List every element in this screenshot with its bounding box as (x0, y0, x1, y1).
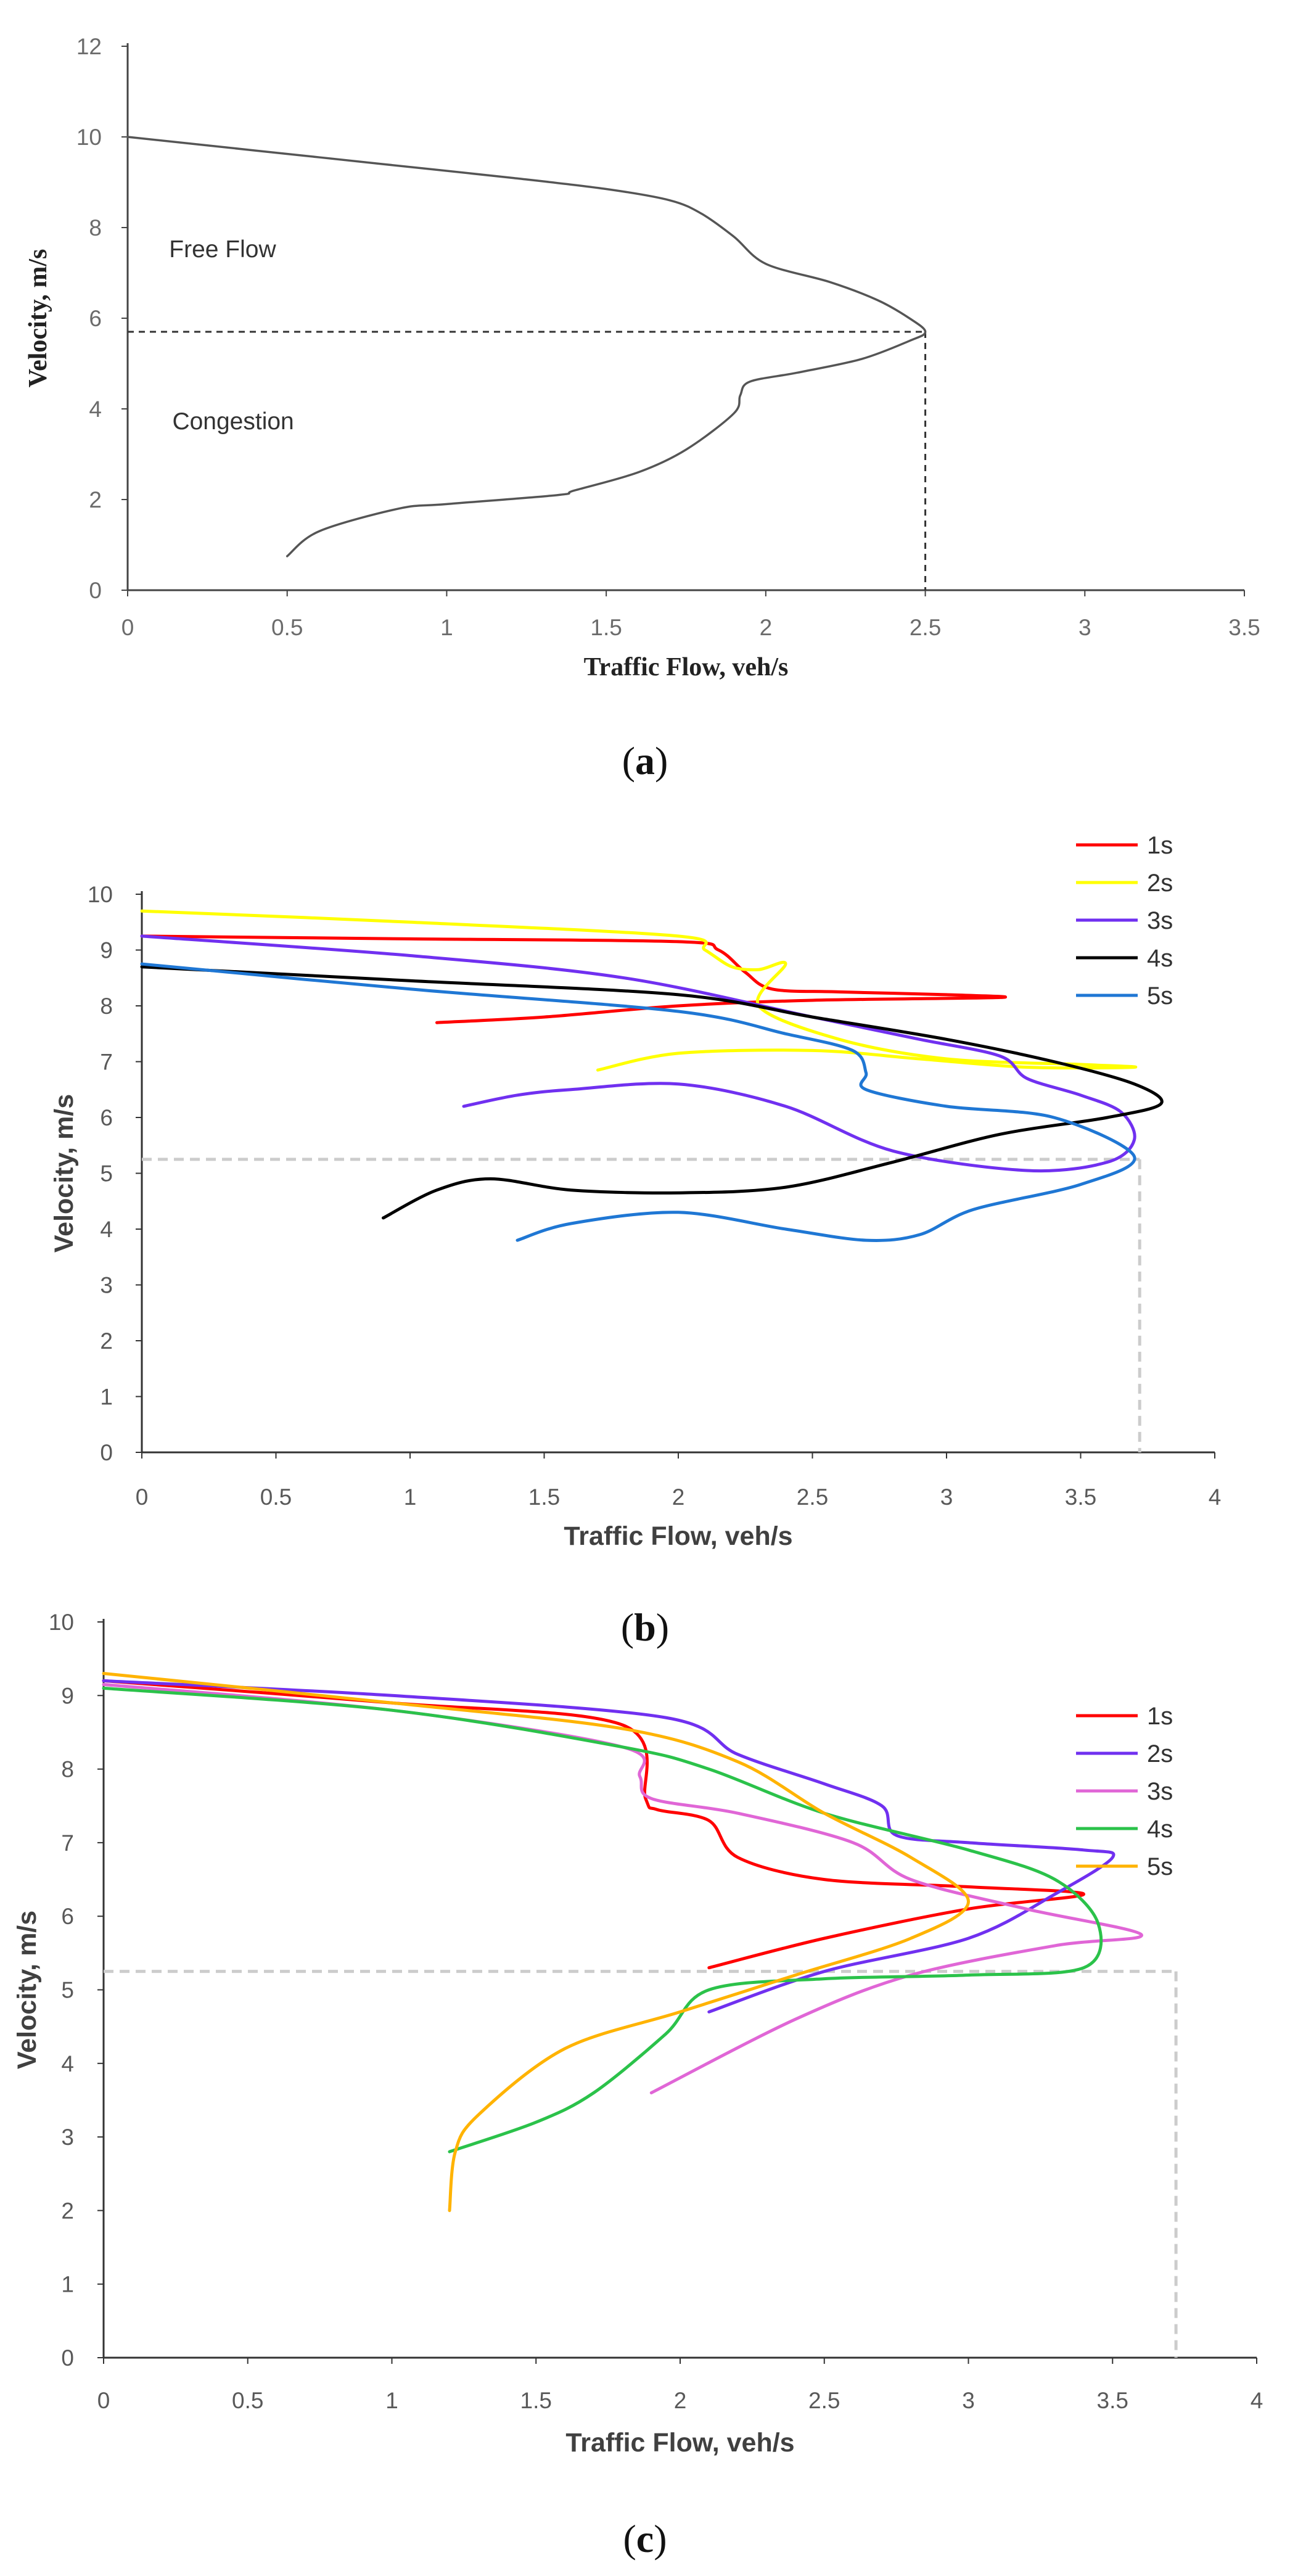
y-tick-label: 6 (100, 1105, 113, 1130)
chart-panel-b: 0 0.5 1 1.5 2 2.5 3 3.5 4 0 1 2 3 4 5 6 7 8 9 10 Traffic Flo… (49, 832, 1221, 1649)
legend-label: 3s (1147, 1778, 1173, 1805)
x-tick-label: 3 (962, 2388, 975, 2413)
y-tick-label: 8 (61, 1757, 74, 1782)
x-tick-label: 2 (760, 615, 773, 640)
x-axis-title: Traffic Flow, veh/s (584, 653, 789, 681)
y-axis-title: Velocity, m/s (24, 249, 52, 388)
x-tick-label: 2 (672, 1484, 685, 1510)
y-tick-label: 12 (76, 34, 102, 59)
series-line-2s (102, 1679, 1115, 2014)
chart-panel-c: 0 0.5 1 1.5 2 2.5 3 3.5 4 0 1 2 3 4 5 6 7 8 9 10 Traffic Flo… (12, 1610, 1263, 2561)
x-tick-label: 1.5 (520, 2388, 552, 2413)
x-tick-label: 1 (385, 2388, 398, 2413)
x-tick-label: 4 (1251, 2388, 1263, 2413)
y-tick-label: 7 (61, 1830, 74, 1856)
x-tick-label: 3.5 (1097, 2388, 1128, 2413)
x-tick-label: 0 (97, 2388, 110, 2413)
y-tick-label: 2 (100, 1328, 113, 1354)
panel-caption: (a) (622, 739, 668, 783)
annotation-text: Free Flow (169, 236, 276, 263)
y-tick-label: 6 (89, 306, 102, 331)
x-tick-label: 0 (121, 615, 134, 640)
series-line-1s (140, 934, 1007, 1024)
series-line-3s (140, 934, 1136, 1173)
y-tick-label: 1 (61, 2272, 74, 2297)
x-tick-label: 4 (1209, 1484, 1222, 1510)
y-tick-label: 5 (61, 1978, 74, 2003)
legend-label: 4s (1147, 945, 1173, 972)
legend-label: 1s (1147, 832, 1173, 859)
caption-close-paren: ) (654, 2517, 667, 2561)
y-axis-title: Velocity, m/s (49, 1094, 79, 1253)
series-line-curve (126, 136, 927, 558)
x-tick-label: 2.5 (808, 2388, 840, 2413)
series-line-5s (102, 1672, 970, 2212)
legend-label: 5s (1147, 1853, 1173, 1880)
annotation-text: Congestion (172, 408, 294, 435)
y-tick-label: 3 (61, 2125, 74, 2150)
caption-close-paren: ) (656, 1605, 669, 1649)
caption-open-paren: ( (623, 2517, 636, 2561)
x-tick-label: 0.5 (271, 615, 303, 640)
legend-label: 1s (1147, 1703, 1173, 1730)
y-tick-label: 10 (88, 882, 113, 907)
y-tick-label: 6 (61, 1904, 74, 1929)
y-tick-label: 4 (89, 397, 102, 422)
panel-caption: (c) (623, 2517, 667, 2561)
x-tick-label: 2.5 (797, 1484, 828, 1510)
y-tick-label: 5 (100, 1161, 113, 1187)
legend-label: 3s (1147, 907, 1173, 934)
caption-letter: b (634, 1605, 656, 1649)
x-tick-label: 0.5 (260, 1484, 292, 1510)
y-tick-label: 2 (61, 2198, 74, 2223)
caption-letter: c (636, 2517, 654, 2561)
y-tick-label: 3 (100, 1273, 113, 1298)
y-tick-label: 2 (89, 487, 102, 512)
x-tick-label: 3 (1078, 615, 1091, 640)
series-line-5s (140, 962, 1136, 1242)
legend-label: 2s (1147, 870, 1173, 897)
y-tick-label: 0 (89, 578, 102, 603)
chart-panel-a: 0 0.5 1 1.5 2 2.5 3 3.5 0 2 4 6 8 10 12 Traffic Flow, v… (24, 34, 1260, 783)
y-tick-label: 8 (100, 994, 113, 1019)
x-tick-label: 3.5 (1228, 615, 1260, 640)
y-tick-label: 1 (100, 1385, 113, 1410)
y-tick-label: 8 (89, 215, 102, 241)
y-tick-label: 4 (61, 2051, 74, 2076)
x-tick-label: 1.5 (528, 1484, 560, 1510)
y-tick-label: 9 (61, 1683, 74, 1708)
y-tick-label: 10 (49, 1610, 74, 1635)
caption-open-paren: ( (621, 1605, 634, 1649)
y-tick-label: 4 (100, 1217, 113, 1242)
legend-label: 2s (1147, 1740, 1173, 1767)
x-tick-label: 2 (674, 2388, 687, 2413)
y-tick-label: 0 (61, 2345, 74, 2371)
series-line-4s (140, 965, 1164, 1220)
y-tick-label: 7 (100, 1050, 113, 1075)
caption-open-paren: ( (622, 739, 635, 783)
y-tick-label: 9 (100, 938, 113, 963)
legend-label: 5s (1147, 982, 1173, 1010)
caption-close-paren: ) (655, 739, 668, 783)
x-tick-label: 1 (404, 1484, 417, 1510)
y-tick-label: 0 (100, 1440, 113, 1465)
caption-letter: a (635, 739, 655, 783)
y-tick-label: 10 (76, 125, 102, 150)
x-tick-label: 3 (940, 1484, 953, 1510)
x-tick-label: 1.5 (590, 615, 622, 640)
legend-label: 4s (1147, 1816, 1173, 1843)
x-tick-label: 3.5 (1065, 1484, 1096, 1510)
series-line-2s (140, 909, 1138, 1072)
x-axis-title: Traffic Flow, veh/s (564, 1521, 792, 1551)
x-tick-label: 1 (440, 615, 453, 640)
x-tick-label: 0 (136, 1484, 149, 1510)
x-tick-label: 2.5 (910, 615, 941, 640)
panel-caption: (b) (621, 1605, 669, 1649)
x-axis-title: Traffic Flow, veh/s (565, 2428, 794, 2458)
y-axis-title: Velocity, m/s (12, 1911, 42, 2069)
x-tick-label: 0.5 (232, 2388, 263, 2413)
series-line-4s (102, 1686, 1103, 2154)
